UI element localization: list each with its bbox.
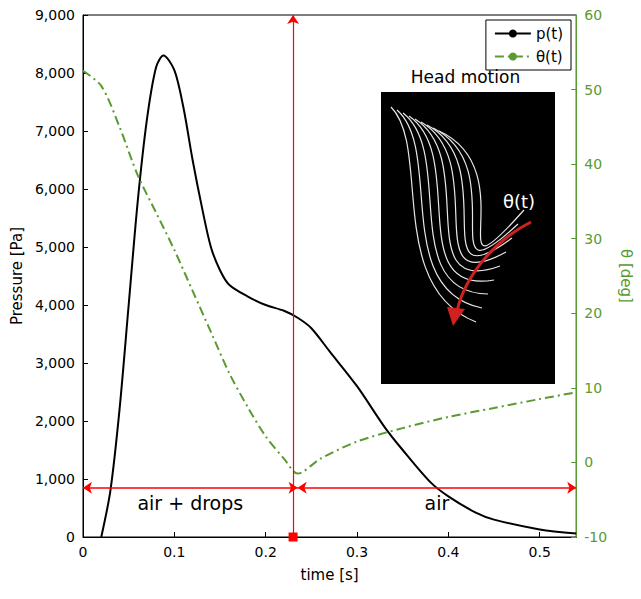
svg-text:0: 0 xyxy=(66,529,75,545)
svg-text:10: 10 xyxy=(584,380,602,396)
svg-text:50: 50 xyxy=(584,82,602,98)
svg-text:0: 0 xyxy=(79,544,88,560)
svg-text:air + drops: air + drops xyxy=(137,492,243,514)
svg-text:30: 30 xyxy=(584,231,602,247)
svg-text:0.2: 0.2 xyxy=(255,544,277,560)
svg-text:0.5: 0.5 xyxy=(529,544,551,560)
svg-text:θ [deg]: θ [deg] xyxy=(617,249,635,303)
svg-text:air: air xyxy=(425,492,450,514)
svg-text:0.3: 0.3 xyxy=(346,544,368,560)
svg-text:9,000: 9,000 xyxy=(35,7,75,23)
svg-text:0: 0 xyxy=(584,454,593,470)
svg-text:5,000: 5,000 xyxy=(35,239,75,255)
svg-text:20: 20 xyxy=(584,305,602,321)
svg-text:θ(t): θ(t) xyxy=(503,191,535,212)
svg-text:θ(t): θ(t) xyxy=(536,48,563,66)
svg-text:-10: -10 xyxy=(584,529,607,545)
svg-text:7,000: 7,000 xyxy=(35,123,75,139)
svg-text:2,000: 2,000 xyxy=(35,413,75,429)
svg-text:1,000: 1,000 xyxy=(35,471,75,487)
svg-text:time [s]: time [s] xyxy=(301,566,359,584)
svg-text:4,000: 4,000 xyxy=(35,297,75,313)
svg-text:p(t): p(t) xyxy=(536,25,563,43)
svg-text:Pressure [Pa]: Pressure [Pa] xyxy=(8,227,26,325)
svg-text:60: 60 xyxy=(584,7,602,23)
svg-text:Head motion: Head motion xyxy=(411,67,520,87)
svg-text:0.1: 0.1 xyxy=(163,544,185,560)
svg-text:0.4: 0.4 xyxy=(437,544,459,560)
svg-text:8,000: 8,000 xyxy=(35,65,75,81)
svg-text:6,000: 6,000 xyxy=(35,181,75,197)
svg-text:3,000: 3,000 xyxy=(35,355,75,371)
svg-text:40: 40 xyxy=(584,156,602,172)
